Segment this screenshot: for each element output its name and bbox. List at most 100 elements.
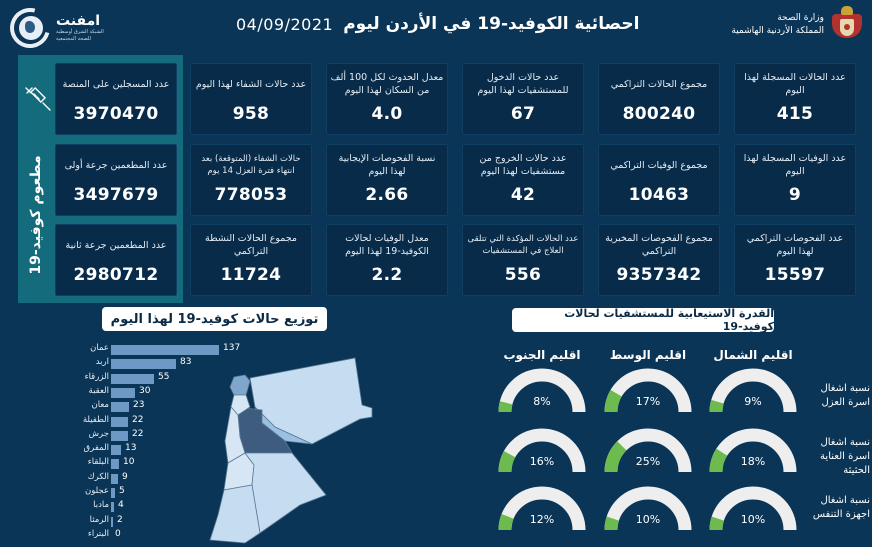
capacity-title: القدرة الاستيعابية للمستشفيات لحالات كوف…	[512, 307, 774, 333]
stat-value: 15597	[764, 265, 826, 285]
gauge-percentage: 10%	[740, 513, 766, 526]
bar-value: 22	[132, 414, 144, 425]
occupancy-gauge: 10%	[708, 485, 798, 533]
stat-card-daily-tests: عدد الفحوصات التراكمي لهذا اليوم 15597	[734, 224, 856, 296]
bar-fill	[111, 430, 128, 441]
page-title: احصائية الكوفيد-19 في الأردن ليوم	[343, 14, 640, 34]
bar-fill	[111, 445, 121, 456]
stat-value: 10463	[628, 185, 690, 205]
bar-value: 55	[158, 371, 170, 382]
stat-value: 556	[504, 265, 542, 285]
governorate-name: اربد	[95, 357, 109, 368]
stat-value: 2.66	[365, 185, 409, 205]
stat-card-second-dose: عدد المطعمين جرعة ثانية 2980712	[55, 224, 177, 296]
governorate-name: عمان	[90, 343, 109, 353]
stat-label: عدد المسجلين على المنصة	[62, 78, 170, 90]
stat-label: عدد حالات الخروج من مستشفيات لهذا اليوم	[479, 153, 567, 177]
stat-label: حالات الشفاء (المتوقعة) بعد انتهاء فترة …	[201, 154, 301, 176]
occupancy-gauge: 10%	[603, 485, 693, 533]
stat-card-daily-deaths: عدد الوفيات المسجلة لهذا اليوم 9	[734, 144, 856, 216]
occupancy-gauge: 18%	[708, 427, 798, 475]
stat-label: نسبة الفحوصات الإيجابية لهذا اليوم	[338, 153, 436, 177]
region-north-label: اقليم الشمال	[713, 348, 793, 362]
bar-fill	[111, 373, 154, 384]
stat-label: عدد المطعمين جرعة ثانية	[65, 239, 167, 251]
stat-card-total-tests: مجموع الفحوصات المخبرية التراكمي 9357342	[598, 224, 720, 296]
jordan-map	[209, 357, 373, 544]
stat-card-active-cases: مجموع الحالات النشطة التراكمي 11724	[190, 224, 312, 296]
gauge-percentage: 10%	[635, 513, 661, 526]
governorate-name: البلقاء	[87, 457, 109, 468]
bar-row: العقبة 30	[60, 385, 260, 398]
bar-fill	[111, 387, 135, 398]
stat-value: 9357342	[616, 265, 702, 285]
stat-card-registered: عدد المسجلين على المنصة 3970470	[55, 63, 177, 135]
stat-card-daily-cases: عدد الحالات المسجلة لهذا اليوم 415	[734, 63, 856, 135]
bar-row: الطفيلة 22	[60, 414, 260, 427]
occupancy-gauge: 9%	[708, 367, 798, 415]
stat-label: عدد حالات الشفاء لهذا اليوم	[195, 78, 307, 90]
gauge-percentage: 17%	[635, 395, 661, 408]
governorate-name: البتراء	[87, 528, 109, 539]
bar-row: البلقاء 10	[60, 457, 260, 470]
bar-value: 30	[139, 385, 151, 396]
stat-value: 3970470	[73, 104, 159, 124]
occupancy-gauge: 25%	[603, 427, 693, 475]
stat-card-total-cases: مجموع الحالات التراكمي 800240	[598, 63, 720, 135]
bar-fill	[111, 502, 114, 513]
bar-value: 137	[223, 343, 241, 353]
row-label-icu-beds: نسبة اشغال اسرة العناية الحثيثة	[820, 437, 870, 476]
bar-value: 9	[122, 471, 128, 482]
vaccine-panel-title: مطعوم كوفيد-19	[28, 155, 44, 275]
stat-value: 2980712	[73, 265, 159, 285]
stat-value: 4.0	[371, 104, 403, 124]
bar-value: 13	[125, 443, 137, 454]
stat-card-expected-recoveries: حالات الشفاء (المتوقعة) بعد انتهاء فترة …	[190, 144, 312, 216]
stat-value: 11724	[220, 265, 282, 285]
gauge-percentage: 12%	[529, 513, 555, 526]
governorate-name: مادبا	[93, 500, 109, 511]
stat-card-first-dose: عدد المطعمين جرعة أولى 3497679	[55, 144, 177, 216]
occupancy-gauge: 8%	[497, 367, 587, 415]
stat-card-daily-recoveries: عدد حالات الشفاء لهذا اليوم 958	[190, 63, 312, 135]
stat-label: عدد المطعمين جرعة أولى	[64, 159, 168, 171]
bar-fill	[111, 459, 119, 470]
kingdom-name: المملكة الأردنية الهاشمية	[731, 26, 824, 36]
stat-card-hospital-discharges: عدد حالات الخروج من مستشفيات لهذا اليوم …	[462, 144, 584, 216]
governorate-name: الكرك	[87, 471, 109, 482]
stat-value: 958	[232, 104, 270, 124]
bar-row: المفرق 13	[60, 443, 260, 456]
governorate-name: الزرقاء	[84, 371, 109, 382]
stat-label: عدد الحالات المؤكدة التي تتلقى العلاج في…	[467, 234, 579, 256]
stat-value: 778053	[214, 185, 288, 205]
header: امفنت الشبكة الشرق أوسطية للصحة المجتمعي…	[0, 0, 872, 56]
logo-subtitle-2: للصحة المجتمعية	[56, 36, 92, 42]
logo-subtitle-1: الشبكة الشرق أوسطية	[56, 29, 104, 35]
jordan-crest-icon	[832, 6, 862, 44]
occupancy-gauge: 17%	[603, 367, 693, 415]
stat-value: 3497679	[73, 185, 159, 205]
bar-row: معان 23	[60, 400, 260, 413]
row-label-isolation-beds: نسبة اشغال اسرة العزل	[820, 383, 870, 408]
gauge-percentage: 18%	[740, 455, 766, 468]
bar-row: اربد 83	[60, 357, 260, 370]
bar-row: البتراء 0	[60, 528, 260, 541]
logo-name: امفنت	[56, 13, 101, 29]
emphnet-logo: امفنت الشبكة الشرق أوسطية للصحة المجتمعي…	[2, 0, 120, 56]
stat-label: مجموع الفحوصات المخبرية التراكمي	[605, 233, 713, 257]
stat-label: عدد الوفيات المسجلة لهذا اليوم	[743, 153, 847, 177]
bar-fill	[111, 359, 176, 370]
governorate-name: الرمثا	[89, 514, 109, 525]
bar-row: الرمثا 2	[60, 514, 260, 527]
stat-card-hospitalized-cases: عدد الحالات المؤكدة التي تتلقى العلاج في…	[462, 224, 584, 296]
stat-label: عدد حالات الدخول للمستشفيات لهذا اليوم	[477, 72, 569, 96]
globe-icon	[2, 0, 58, 56]
bar-value: 10	[123, 457, 135, 468]
bar-value: 4	[118, 500, 124, 511]
bar-row: عجلون 5	[60, 486, 260, 498]
bar-row: الزرقاء 55	[60, 371, 260, 384]
stat-label: مجموع الحالات التراكمي	[610, 78, 708, 90]
governorate-name: العقبة	[88, 385, 109, 396]
bar-row: مادبا 4	[60, 500, 260, 513]
gauge-percentage: 9%	[744, 395, 762, 408]
